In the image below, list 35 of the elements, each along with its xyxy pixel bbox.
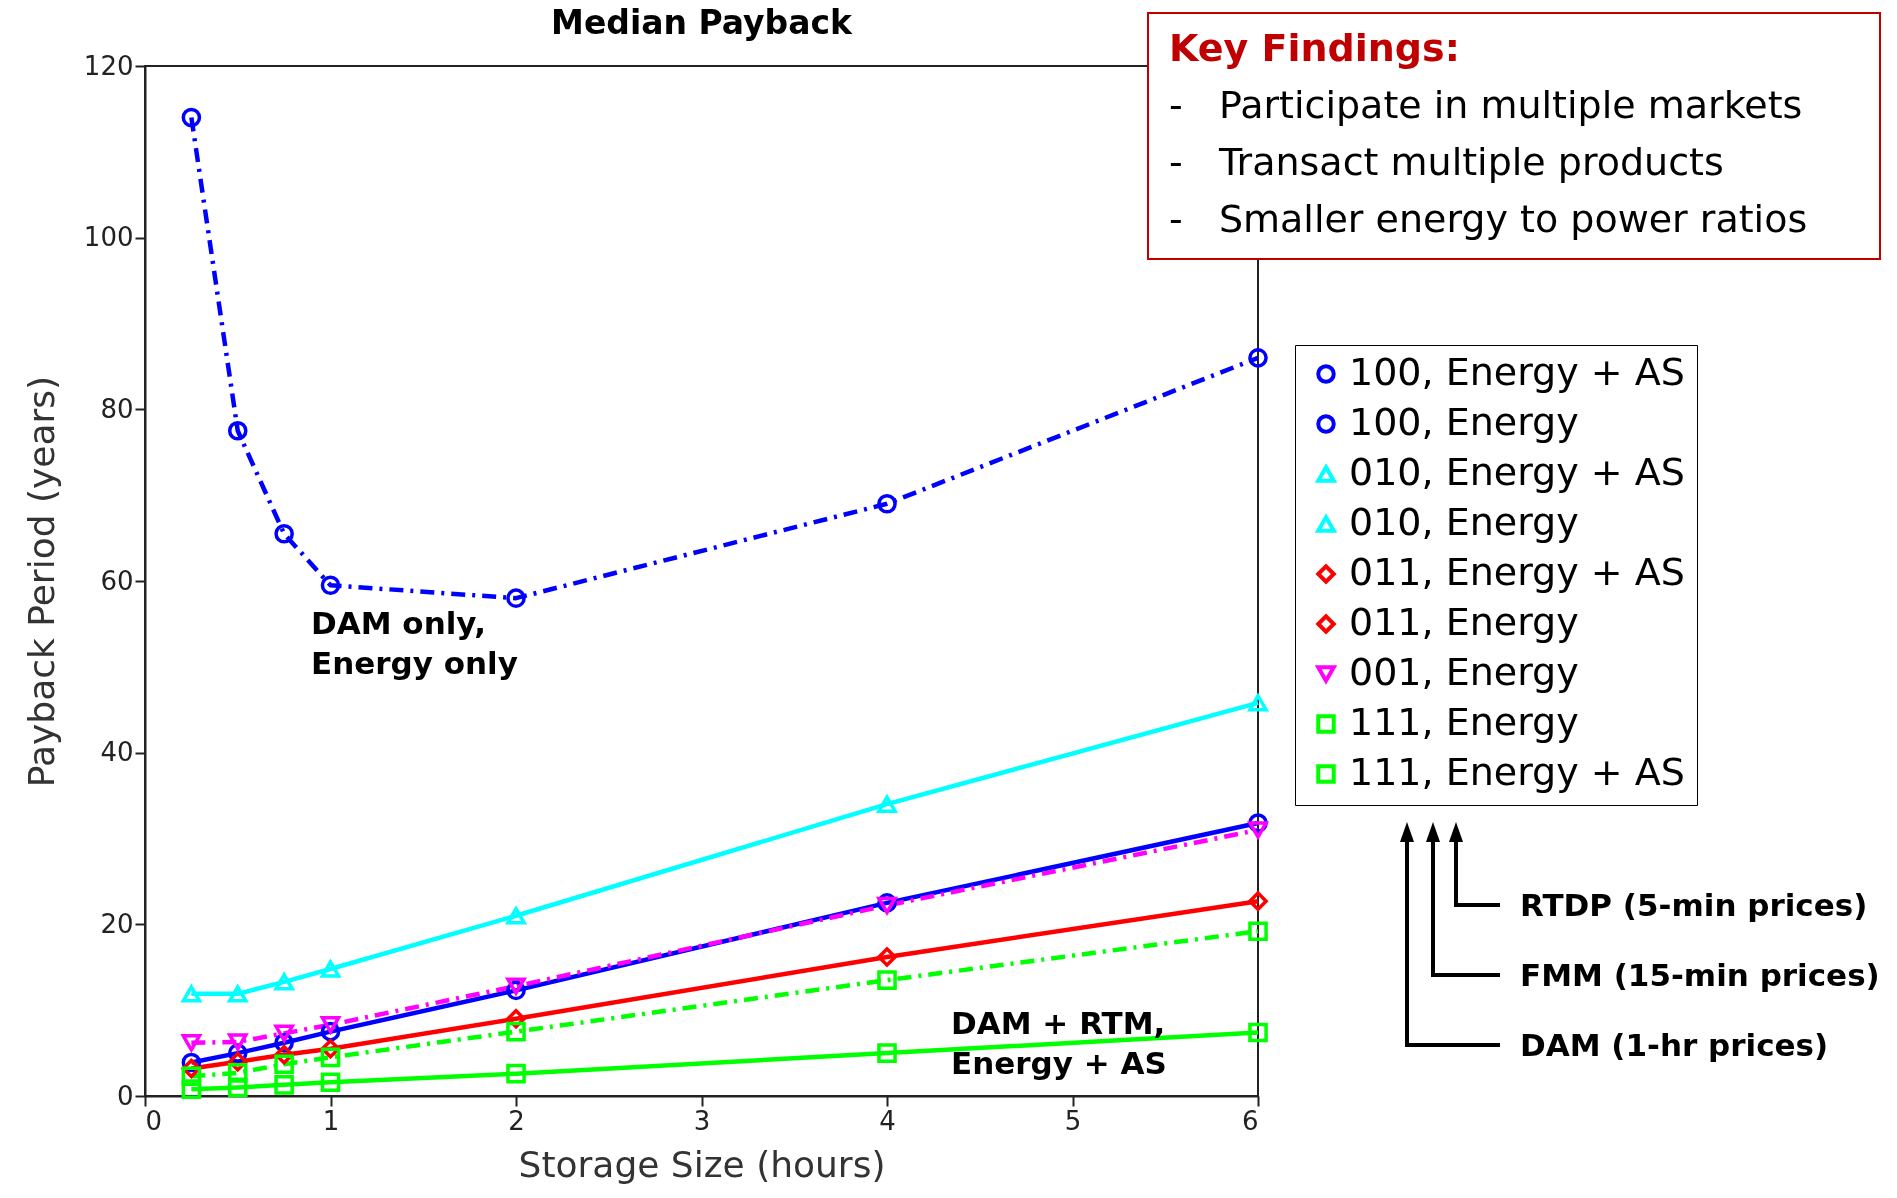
y-tick-label: 80 [100,393,134,424]
y-axis-title: Payback Period (years) [20,375,62,788]
x-tick-label: 6 [1241,1105,1259,1136]
annotation: Key Findings: [1169,25,1461,72]
x-tick-label: 4 [879,1105,896,1136]
legend-label: 011, Energy + AS [1349,550,1685,594]
x-axis-title: Storage Size (hours) [518,1143,886,1185]
chart-title: Median Payback [551,3,853,42]
text: FMM (15-min prices) [1520,957,1880,993]
legend-label: 011, Energy [1349,600,1579,644]
legend-label: 111, Energy + AS [1349,750,1685,794]
annotation: - Transact multiple products [1169,139,1725,186]
x-tick-label: 2 [508,1105,525,1136]
legend-label: 001, Energy [1349,650,1579,694]
x-tick-label: 0 [145,1105,163,1136]
y-tick-label: 60 [100,565,134,596]
y-tick-label: 120 [83,50,134,81]
legend-label: 010, Energy [1349,500,1579,544]
annotation: - Smaller energy to power ratios [1169,196,1809,243]
legend-label: 111, Energy [1349,700,1579,744]
text: RTDP (5-min prices) [1520,887,1868,923]
y-tick-label: 40 [100,737,134,768]
annotation: DAM only, Energy only [311,604,518,683]
y-tick-label: 0 [116,1080,134,1111]
y-tick-label: 20 [100,908,134,939]
x-tick-label: 3 [693,1105,711,1136]
legend-label: 010, Energy + AS [1349,450,1685,494]
y-tick-label: 100 [83,222,134,253]
text: DAM (1-hr prices) [1520,1027,1829,1063]
annotation: DAM + RTM, Energy + AS [951,1004,1167,1083]
x-tick-label: 1 [322,1105,340,1136]
legend-label: 100, Energy + AS [1349,350,1685,394]
annotation: - Participate in multiple markets [1169,82,1804,129]
legend-label: 100, Energy [1349,400,1579,444]
x-tick-label: 5 [1064,1105,1082,1136]
